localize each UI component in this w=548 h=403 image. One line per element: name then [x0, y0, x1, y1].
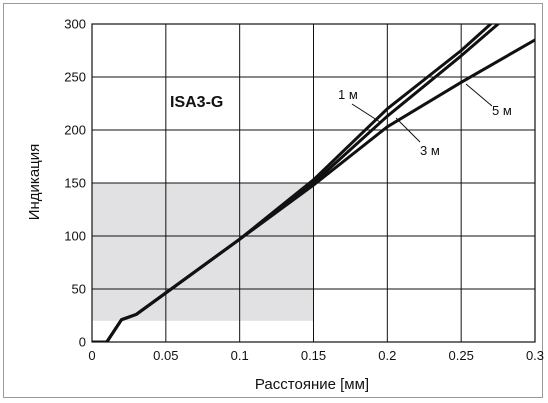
series-label-1m: 1 м — [338, 87, 358, 102]
x-tick-label: 0 — [88, 348, 95, 363]
leader-line-1m — [351, 103, 381, 123]
y-tick-label: 300 — [64, 17, 86, 32]
series-layer — [92, 24, 535, 342]
x-tick-label: 0.1 — [231, 348, 249, 363]
shaded-region — [92, 183, 314, 321]
series-label-5m: 5 м — [492, 103, 512, 118]
y-tick-label: 0 — [79, 335, 86, 350]
y-tick-label: 50 — [72, 282, 86, 297]
series-leader-lines — [351, 83, 493, 143]
x-tick-label: 0.05 — [153, 348, 178, 363]
series-line-2 — [92, 38, 535, 342]
model-annotation: ISA3-G — [170, 94, 223, 111]
y-tick-label: 250 — [64, 70, 86, 85]
shaded-region-layer — [92, 183, 314, 321]
tick-label-layer: 0 0.05 0.1 0.15 0.2 0.25 0.3 0 50 100 150 200 250 300 — [64, 17, 544, 364]
y-tick-label: 100 — [64, 229, 86, 244]
plot-border — [91, 23, 536, 343]
y-axis-title: Индикация — [26, 144, 43, 221]
y-tick-label: 200 — [64, 123, 86, 138]
x-tick-label: 0.3 — [526, 348, 544, 363]
grid-layer — [91, 23, 536, 343]
x-axis-title: Расстояние [мм] — [255, 376, 369, 393]
x-tick-label: 0.25 — [449, 348, 474, 363]
series-label-3m: 3 м — [420, 143, 440, 158]
x-tick-label: 0.2 — [378, 348, 396, 363]
x-tick-label: 0.15 — [301, 348, 326, 363]
leader-line-5m — [465, 83, 493, 107]
leader-line-3m — [395, 117, 421, 143]
y-tick-label: 150 — [64, 176, 86, 191]
